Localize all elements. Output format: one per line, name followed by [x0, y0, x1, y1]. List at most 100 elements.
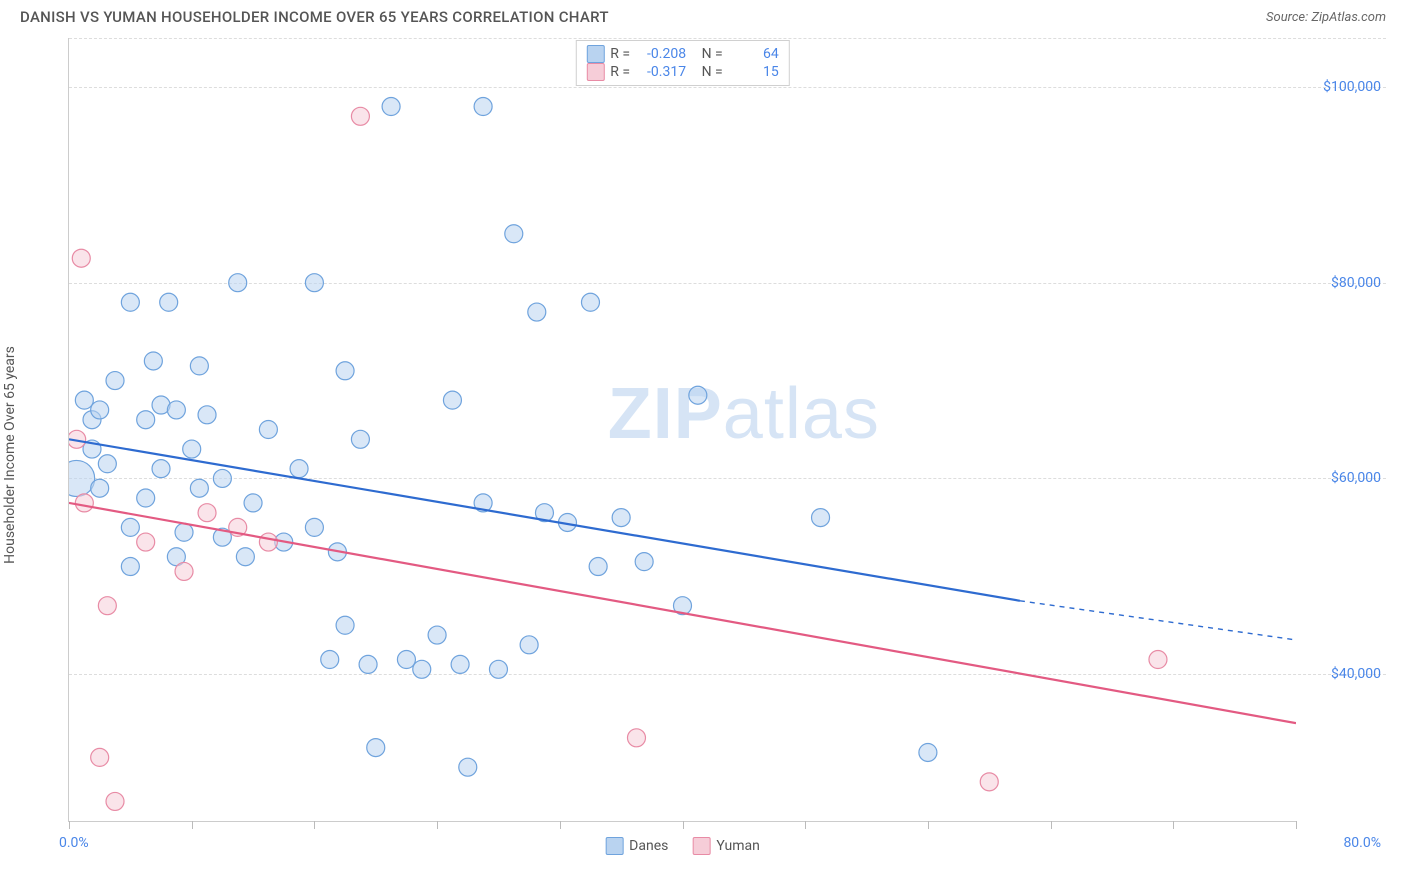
data-point	[72, 249, 90, 267]
legend-item-danes: Danes	[605, 837, 668, 855]
n-label: N =	[702, 64, 723, 80]
data-point	[190, 479, 208, 497]
n-value-yuman: 15	[729, 64, 779, 80]
data-point	[183, 440, 201, 458]
source-name: ZipAtlas.com	[1311, 10, 1386, 25]
x-axis-max-label: 80.0%	[1343, 835, 1381, 851]
trend-line-extrapolated	[1020, 601, 1296, 640]
data-point	[137, 533, 155, 551]
legend-item-yuman: Yuman	[692, 837, 759, 855]
data-point	[520, 636, 538, 654]
legend-label-yuman: Yuman	[716, 838, 759, 854]
data-point	[980, 773, 998, 791]
chart-container: Householder Income Over 65 years ZIPatla…	[20, 38, 1386, 872]
x-axis-min-label: 0.0%	[59, 835, 89, 851]
x-tick	[1296, 821, 1297, 829]
data-point	[190, 357, 208, 375]
data-point	[413, 660, 431, 678]
legend-label-danes: Danes	[629, 838, 668, 854]
correlation-legend: R = -0.208 N = 64 R = -0.317 N = 15	[575, 40, 789, 86]
x-tick	[928, 821, 929, 829]
data-point	[91, 479, 109, 497]
data-point	[106, 792, 124, 810]
r-value-danes: -0.208	[636, 46, 686, 62]
swatch-danes	[605, 837, 623, 855]
data-point	[121, 518, 139, 536]
data-point	[144, 352, 162, 370]
y-tick-label: $100,000	[1323, 79, 1381, 95]
n-value-danes: 64	[729, 46, 779, 62]
data-point	[175, 562, 193, 580]
data-point	[198, 406, 216, 424]
scatter-svg	[69, 38, 1296, 821]
legend-row-danes: R = -0.208 N = 64	[586, 45, 778, 63]
data-point	[336, 362, 354, 380]
data-point	[351, 430, 369, 448]
data-point	[689, 386, 707, 404]
data-point	[152, 460, 170, 478]
data-point	[213, 469, 231, 487]
x-tick	[437, 821, 438, 829]
data-point	[198, 504, 216, 522]
data-point	[290, 460, 308, 478]
data-point	[175, 523, 193, 541]
data-point	[259, 533, 277, 551]
data-point	[121, 558, 139, 576]
data-point	[336, 616, 354, 634]
data-point	[919, 743, 937, 761]
plot-area: ZIPatlas R = -0.208 N = 64 R = -0.317 N …	[68, 38, 1296, 822]
data-point	[236, 548, 254, 566]
data-point	[98, 597, 116, 615]
y-tick-label: $40,000	[1331, 666, 1381, 682]
data-point	[98, 455, 116, 473]
data-point	[627, 729, 645, 747]
data-point	[160, 293, 178, 311]
data-point	[382, 98, 400, 116]
x-tick	[560, 821, 561, 829]
data-point	[137, 411, 155, 429]
data-point	[459, 758, 477, 776]
x-tick	[1173, 821, 1174, 829]
data-point	[321, 651, 339, 669]
data-point	[397, 651, 415, 669]
data-point	[244, 494, 262, 512]
y-tick-label: $80,000	[1331, 275, 1381, 291]
data-point	[167, 401, 185, 419]
data-point	[474, 98, 492, 116]
data-point	[305, 518, 323, 536]
data-point	[91, 401, 109, 419]
y-axis-label: Householder Income Over 65 years	[2, 346, 18, 564]
data-point	[635, 553, 653, 571]
y-tick-label: $60,000	[1331, 470, 1381, 486]
swatch-yuman	[586, 63, 604, 81]
x-tick	[683, 821, 684, 829]
data-point	[259, 421, 277, 439]
data-point	[229, 274, 247, 292]
legend-row-yuman: R = -0.317 N = 15	[586, 63, 778, 81]
x-tick	[1051, 821, 1052, 829]
data-point	[106, 372, 124, 390]
chart-title: DANISH VS YUMAN HOUSEHOLDER INCOME OVER …	[20, 8, 609, 26]
data-point	[351, 107, 369, 125]
x-tick	[805, 821, 806, 829]
data-point	[428, 626, 446, 644]
data-point	[443, 391, 461, 409]
r-label: R =	[610, 46, 630, 62]
data-point	[528, 303, 546, 321]
data-point	[305, 274, 323, 292]
data-point	[581, 293, 599, 311]
data-point	[91, 748, 109, 766]
data-point	[359, 655, 377, 673]
data-point	[1149, 651, 1167, 669]
swatch-danes	[586, 45, 604, 63]
data-point	[451, 655, 469, 673]
data-point	[367, 739, 385, 757]
series-legend: Danes Yuman	[605, 837, 760, 855]
n-label: N =	[702, 46, 723, 62]
swatch-yuman	[692, 837, 710, 855]
data-point	[121, 293, 139, 311]
r-value-yuman: -0.317	[636, 64, 686, 80]
x-tick	[69, 821, 70, 829]
data-point	[489, 660, 507, 678]
x-tick	[314, 821, 315, 829]
